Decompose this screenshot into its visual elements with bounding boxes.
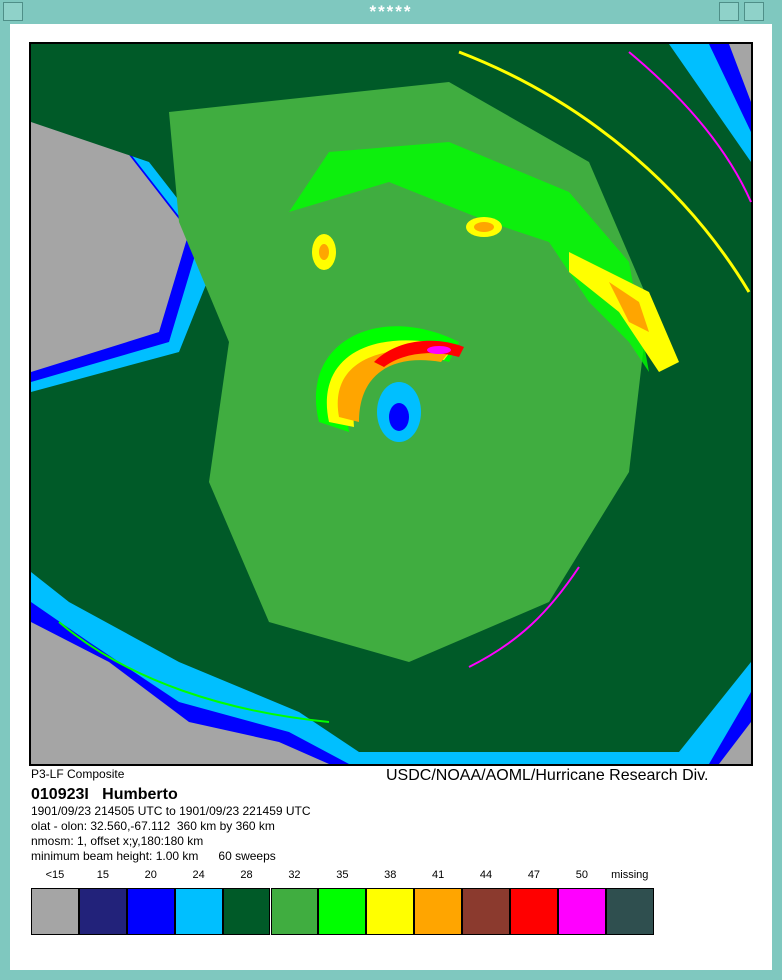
legend-label: 35 <box>336 869 349 881</box>
info-line: nmosm: 1, offset x;y,180:180 km <box>31 834 204 848</box>
legend-label: <15 <box>45 869 65 881</box>
legend-swatch <box>366 888 415 935</box>
info-line: minimum beam height: 1.00 km 60 sweeps <box>31 849 276 863</box>
legend-label: 15 <box>96 869 109 881</box>
legend-swatch <box>78 888 127 935</box>
legend-label: 20 <box>144 869 157 881</box>
legend-label: 50 <box>575 869 588 881</box>
caption-right: USDC/NOAA/AOML/Hurricane Research Div. <box>386 767 709 784</box>
minimize-button[interactable] <box>719 2 739 21</box>
legend-swatch <box>414 888 463 935</box>
legend-label: 44 <box>479 869 493 881</box>
legend-label: 47 <box>527 869 541 881</box>
window-title: ***** <box>369 2 413 21</box>
legend-swatch <box>174 888 223 935</box>
caption-left: P3-LF Composite <box>31 767 125 781</box>
storm-name: 010923I Humberto <box>31 786 178 803</box>
legend-swatch <box>318 888 367 935</box>
legend-swatch <box>462 888 510 935</box>
legend-swatch <box>605 888 654 935</box>
legend-label: 41 <box>432 869 445 881</box>
legend-swatch <box>126 888 175 935</box>
legend-label: 38 <box>384 869 397 881</box>
legend-label: 28 <box>240 869 253 881</box>
legend-swatch <box>222 888 271 935</box>
title-bar: ***** <box>0 0 782 22</box>
info-line: 1901/09/23 214505 UTC to 1901/09/23 2214… <box>31 804 311 818</box>
legend-label: 32 <box>288 869 301 881</box>
legend-label: 24 <box>192 869 205 881</box>
menu-button[interactable] <box>3 2 23 21</box>
maximize-button[interactable] <box>744 2 764 21</box>
legend-swatch <box>31 888 79 935</box>
legend-label: missing <box>611 869 649 881</box>
radar-image <box>29 42 753 766</box>
legend-swatch <box>510 888 558 935</box>
legend-swatch <box>270 888 319 935</box>
client-area: P3-LF Composite USDC/NOAA/AOML/Hurricane… <box>10 24 772 970</box>
info-line: olat - olon: 32.560,-67.112 360 km by 36… <box>31 819 275 833</box>
legend-swatch <box>557 888 606 935</box>
